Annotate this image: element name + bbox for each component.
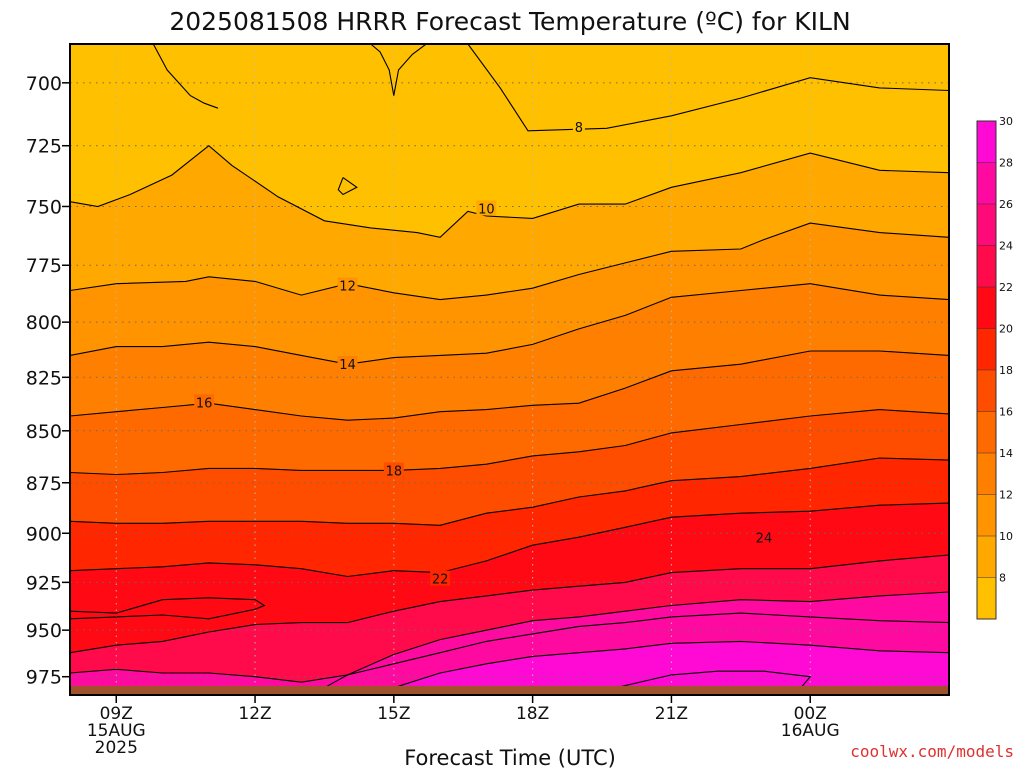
shade-cap xyxy=(467,44,949,131)
colorbar-label-28: 28 xyxy=(999,157,1013,170)
isotherm-7.5-15 xyxy=(393,44,427,96)
x-tick-label-18-0: 18Z xyxy=(516,704,549,724)
isotherm-7.5-14 xyxy=(370,44,395,96)
colorbar-label-14: 14 xyxy=(999,447,1013,460)
y-axis: 700 725 750 775 800 825 850 875 900 925 950 975 xyxy=(26,73,70,689)
y-tick-label-825: 825 xyxy=(26,367,62,389)
isotherm-label-bg-4 xyxy=(337,356,358,372)
isotherm-label-bg-0 xyxy=(572,119,585,135)
isotherm-23-8 xyxy=(70,597,266,620)
x-tick-label-15-0: 15Z xyxy=(377,704,410,724)
isotherm-label-bg-8 xyxy=(753,529,774,545)
colorbar-label-24: 24 xyxy=(999,240,1013,253)
x-tick-label-24-1: 16AUG xyxy=(781,721,840,741)
isotherm-8.5-17 xyxy=(337,177,358,196)
colorbar: 8 10 12 14 16 18 20 22 24 26 28 30 xyxy=(976,115,1013,620)
isotherm-label-bg-3 xyxy=(337,277,358,293)
grid-lines xyxy=(70,44,949,695)
credit-text[interactable]: coolwx.com/models xyxy=(850,742,1014,761)
y-tick-label-850: 850 xyxy=(26,421,62,443)
y-tick-label-900: 900 xyxy=(26,523,62,545)
x-axis-label: Forecast Time (UTC) xyxy=(404,746,616,768)
colorbar-swatch-11 xyxy=(977,121,996,163)
isotherm-label-bg-7 xyxy=(430,570,451,586)
y-tick-label-875: 875 xyxy=(26,473,62,495)
x-tick-label-9-2: 2025 xyxy=(95,738,138,758)
isotherm-label-12: 12 xyxy=(339,279,356,294)
isotherm-label-16: 16 xyxy=(196,396,213,411)
colorbar-swatch-9 xyxy=(977,204,996,246)
isotherm-label-24: 24 xyxy=(756,532,773,547)
x-tick-label-12-0: 12Z xyxy=(238,704,271,724)
isotherm-label-8: 8 xyxy=(575,121,583,136)
y-tick-label-725: 725 xyxy=(26,136,62,158)
plot-frame xyxy=(69,43,950,696)
colorbar-swatch-4 xyxy=(977,411,996,453)
x-tick-label-9-1: 15AUG xyxy=(87,721,146,741)
colorbar-swatch-7 xyxy=(977,287,996,329)
x-tick-label-9-0: 09Z xyxy=(100,704,133,724)
shade-small-cell xyxy=(338,177,357,195)
isotherm-label-bg-2 xyxy=(476,200,497,216)
chart-title: 2025081508 HRRR Forecast Temperature (ºC… xyxy=(169,7,850,36)
colorbar-swatch-1 xyxy=(977,536,996,578)
colorbar-label-22: 22 xyxy=(999,281,1013,294)
isotherm-label-18: 18 xyxy=(386,464,403,479)
isotherm-7.5-16 xyxy=(152,44,219,109)
isotherm-21-7 xyxy=(70,502,949,578)
colorbar-label-18: 18 xyxy=(999,364,1013,377)
colorbar-label-10: 10 xyxy=(999,530,1013,543)
y-tick-label-775: 775 xyxy=(26,255,62,277)
y-tick-label-950: 950 xyxy=(26,620,62,642)
colorbar-swatch-8 xyxy=(977,245,996,287)
isotherm-label-bg-6 xyxy=(383,462,404,478)
isotherm-13-3 xyxy=(70,283,949,365)
colorbar-label-12: 12 xyxy=(999,489,1013,502)
colorbar-label-8: 8 xyxy=(999,572,1006,585)
isotherm-8-0 xyxy=(467,44,949,132)
ground-surface xyxy=(70,685,949,695)
isotherm-label-14: 14 xyxy=(339,358,356,373)
isotherm-labels: 8 10 12 14 16 18 22 24 xyxy=(194,119,774,588)
isotherm-label-22: 22 xyxy=(432,573,449,588)
colorbar-label-30: 30 xyxy=(999,115,1013,128)
colorbar-label-16: 16 xyxy=(999,406,1013,419)
colorbar-swatch-0 xyxy=(977,577,996,619)
y-tick-label-925: 925 xyxy=(26,572,62,594)
colorbar-swatch-6 xyxy=(977,328,996,370)
isotherm-9-1 xyxy=(70,144,949,238)
colorbar-swatch-10 xyxy=(977,162,996,204)
ground-fill xyxy=(70,685,949,695)
isotherm-11-2 xyxy=(70,222,949,301)
y-tick-label-975: 975 xyxy=(26,667,62,689)
colorbar-label-26: 26 xyxy=(999,198,1013,211)
temperature-shading xyxy=(70,44,949,695)
isotherm-29-12 xyxy=(393,640,949,689)
isotherm-19-6 xyxy=(70,457,949,526)
colorbar-swatch-5 xyxy=(977,370,996,412)
y-tick-label-700: 700 xyxy=(26,73,62,95)
colorbar-label-20: 20 xyxy=(999,323,1013,336)
isotherm-label-10: 10 xyxy=(478,202,495,217)
colorbar-swatch-3 xyxy=(977,453,996,495)
x-tick-label-21-0: 21Z xyxy=(655,704,688,724)
colorbar-swatch-2 xyxy=(977,494,996,536)
isotherm-17-5 xyxy=(70,409,949,476)
isotherm-23-9 xyxy=(70,554,949,654)
isotherm-25-10 xyxy=(70,591,949,683)
isotherm-label-bg-5 xyxy=(194,394,215,410)
y-tick-label-750: 750 xyxy=(26,196,62,218)
isotherm-27-11 xyxy=(324,612,949,689)
y-tick-label-800: 800 xyxy=(26,312,62,334)
x-tick-label-24-0: 00Z xyxy=(794,704,827,724)
plot-area xyxy=(70,44,949,695)
isotherm-31-13 xyxy=(615,670,812,689)
